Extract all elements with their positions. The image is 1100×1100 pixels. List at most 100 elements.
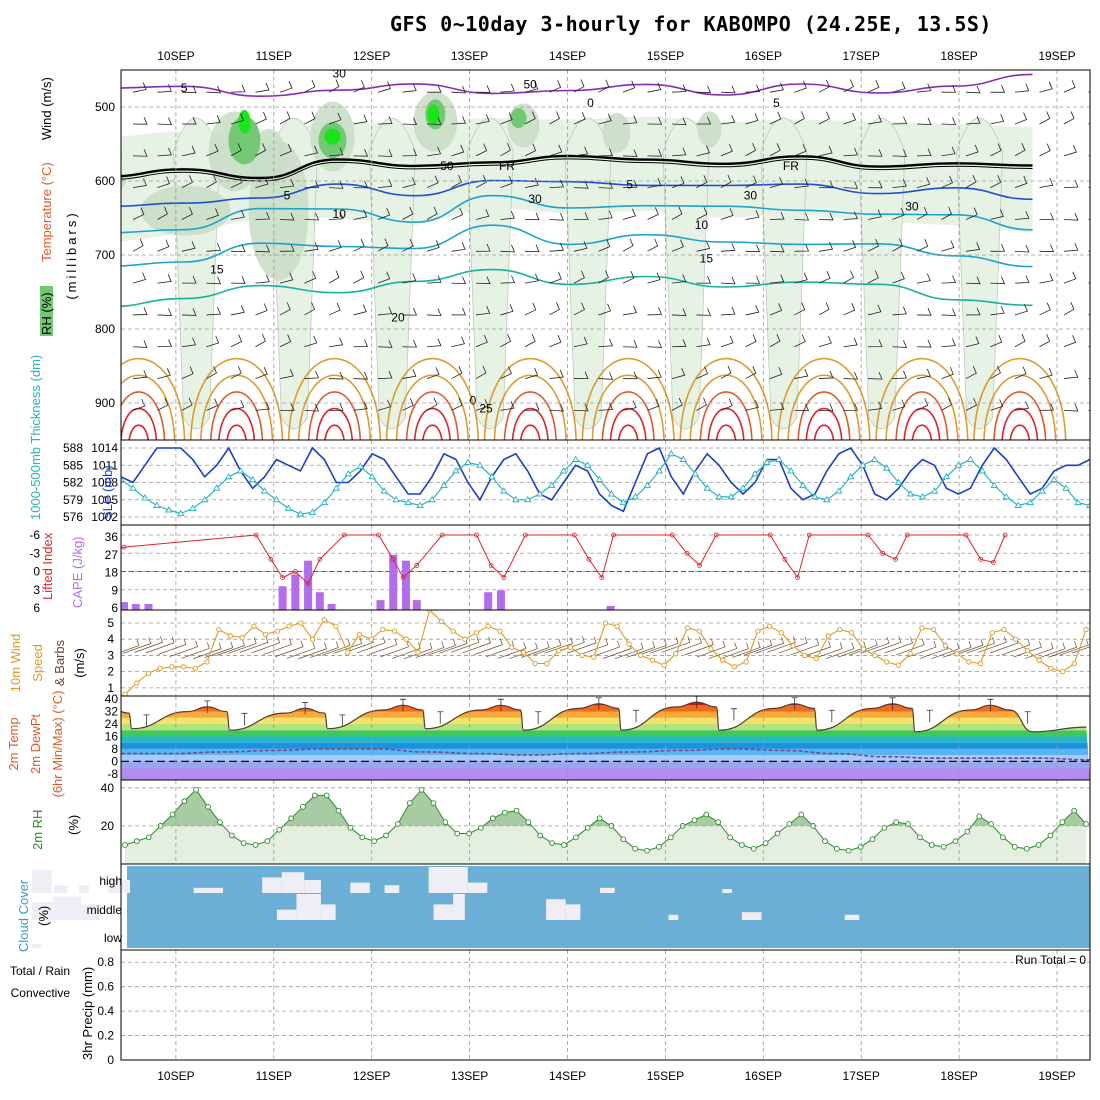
thickness-marker [583, 461, 592, 468]
thickness-marker [966, 455, 975, 462]
x-tick-label-top: 18SEP [940, 49, 977, 63]
thickness-marker [858, 461, 867, 468]
slp-tick-label: 1011 [92, 458, 118, 472]
wind-barb [892, 306, 907, 316]
wind-barb [965, 207, 978, 220]
lifted-index-tick-label: 0 [33, 565, 40, 579]
thickness-marker [954, 461, 963, 468]
lifted-index-marker [806, 532, 812, 538]
wind-barb [549, 369, 564, 379]
contour-label: 30 [333, 66, 347, 80]
wind-barb [426, 146, 442, 157]
x-tick-label-top: 19SEP [1038, 49, 1075, 63]
wind-barb [720, 143, 733, 157]
wind-speed-marker [1013, 636, 1019, 642]
wind-barb [279, 243, 295, 252]
wind-barb [402, 177, 416, 189]
isotherm-loop [121, 358, 186, 440]
wind-speed-marker [684, 625, 691, 631]
wind-barb [181, 206, 193, 220]
wind-barb [377, 238, 389, 252]
wind-barb [451, 242, 466, 252]
rh2m-marker [703, 811, 710, 818]
cloud-unit-label: (%) [36, 906, 51, 926]
wind-barb [353, 339, 369, 348]
wind-barb [916, 273, 931, 284]
wind-barb [965, 85, 981, 94]
cape-bar [606, 606, 615, 610]
wind-barb [622, 305, 638, 316]
cape-bar [121, 602, 129, 610]
cloud-block [384, 885, 400, 893]
wind-speed-marker [1059, 669, 1066, 675]
wind-barb [769, 367, 783, 379]
wind-barb [304, 212, 320, 221]
wind-tick-label: 2 [107, 665, 114, 679]
wind-speed-marker [1024, 647, 1031, 654]
lifted-index-marker [1002, 532, 1008, 538]
temp-band [121, 767, 1090, 780]
wind-barb [321, 639, 351, 656]
wind-speed-marker [485, 623, 491, 629]
wind-barb [377, 149, 393, 157]
wind-barb [661, 636, 691, 653]
wind-barb [415, 641, 445, 658]
wind-speed-marker [169, 664, 175, 670]
wind-barb [1063, 302, 1075, 316]
thickness-marker [846, 472, 855, 480]
wind-barb [255, 333, 266, 348]
lifted-index-marker [280, 575, 286, 580]
wind-barb [598, 79, 610, 93]
cape-bar [412, 600, 421, 610]
lifted-index-marker [880, 550, 886, 556]
wind-barb [524, 273, 539, 284]
lifted-index-marker [669, 532, 675, 538]
thickness-marker [260, 487, 269, 494]
wind-barb [274, 640, 304, 658]
wind-barb [769, 274, 785, 284]
wind-barb [745, 334, 757, 348]
wind-barb [990, 276, 1006, 285]
wind-barb [206, 85, 222, 94]
wind-barb [685, 638, 714, 656]
thickness-marker [1062, 484, 1070, 491]
wind-speed-marker [415, 649, 421, 655]
wind-barb [1060, 638, 1089, 656]
wind-barb [843, 403, 859, 411]
wind-barb [867, 371, 883, 380]
cloud-block [53, 896, 82, 920]
run-total-label: Run Total = 0 [1015, 953, 1086, 967]
temp-tick-label: -8 [107, 767, 118, 781]
thickness-label: 1000-500mb Thickness (dm) [28, 355, 43, 520]
wind-barb [279, 368, 294, 379]
wind-barb [573, 371, 589, 380]
thickness-marker [691, 470, 700, 477]
x-tick-label-bottom: 18SEP [940, 1069, 977, 1083]
wind-speed-marker [1036, 657, 1042, 663]
cloud-block [668, 914, 679, 920]
wind-barb [356, 636, 386, 654]
thickness-marker [464, 458, 472, 465]
wind-barb [720, 276, 736, 285]
wind-barb [255, 143, 267, 157]
rh2m-marker [406, 800, 413, 806]
wind-barb [892, 399, 906, 411]
wind-barb [304, 302, 315, 316]
isotherm-loop [121, 407, 158, 440]
wind-barb [549, 403, 565, 412]
lifted-index-marker [586, 556, 592, 562]
rh2m-marker [347, 824, 354, 831]
wind-barb [230, 365, 242, 379]
wind-axis-label: (m/s) [72, 648, 87, 678]
cloud-tick-label: low [104, 931, 122, 945]
rh2m-marker [371, 838, 377, 844]
wind-barb [671, 339, 687, 348]
lifted-index-marker [501, 575, 507, 580]
wind-barb [598, 303, 612, 316]
wind-barb [696, 308, 712, 316]
cloud-block [350, 882, 370, 893]
temp-tick-label: 32 [105, 705, 119, 719]
wind-speed-marker [157, 665, 163, 672]
wind-speed-marker [1001, 626, 1007, 633]
wind-speed-marker [321, 617, 327, 623]
